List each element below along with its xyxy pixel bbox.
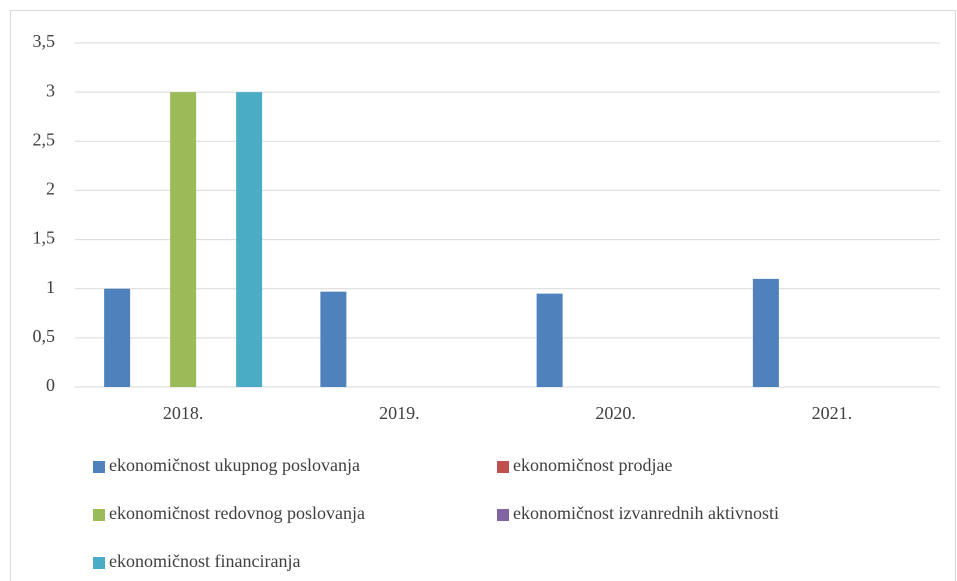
x-tick-label: 2021. [812, 403, 853, 423]
legend-swatch [497, 461, 509, 473]
x-tick-label: 2020. [595, 403, 636, 423]
x-tick-label: 2018. [163, 403, 204, 423]
y-tick-label: 1,5 [33, 228, 56, 248]
legend-label: ekonomičnost financiranja [109, 551, 300, 571]
legend-swatch [93, 557, 105, 569]
x-tick-label: 2019. [379, 403, 420, 423]
legend-label: ekonomičnost prodjae [513, 455, 672, 475]
legend-swatch [93, 461, 105, 473]
y-tick-label: 3,5 [33, 31, 56, 51]
y-tick-label: 2 [46, 179, 55, 199]
legend-swatch [497, 509, 509, 521]
legend-label: ekonomičnost redovnog poslovanja [109, 503, 365, 523]
y-tick-label: 3 [46, 80, 55, 100]
y-tick-label: 1 [46, 277, 55, 297]
y-tick-label: 2,5 [33, 129, 56, 149]
bar [536, 293, 563, 387]
bar [752, 278, 779, 387]
y-tick-label: 0,5 [33, 326, 56, 346]
legend-swatch [93, 509, 105, 521]
legend-label: ekonomičnost ukupnog poslovanja [109, 455, 360, 475]
bar [104, 288, 131, 387]
y-tick-label: 0 [46, 375, 55, 395]
bar [170, 92, 197, 388]
bar [320, 291, 347, 387]
chart-border [10, 10, 956, 581]
legend-label: ekonomičnost izvanrednih aktivnosti [513, 503, 779, 523]
bar [236, 92, 263, 388]
